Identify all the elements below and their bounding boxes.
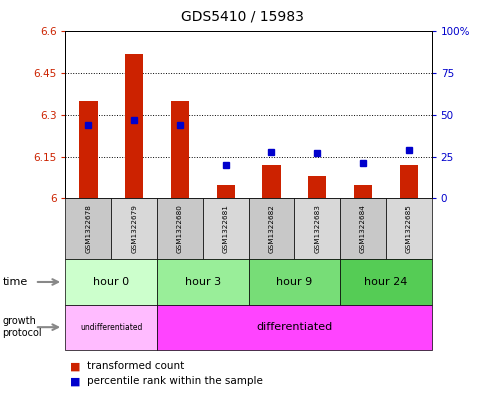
Text: transformed count: transformed count [87, 361, 184, 371]
Bar [353, 185, 371, 198]
Bar [216, 185, 234, 198]
Text: GSM1322683: GSM1322683 [314, 204, 319, 253]
Text: GDS5410 / 15983: GDS5410 / 15983 [181, 10, 303, 24]
Text: ■: ■ [70, 361, 81, 371]
Bar [262, 165, 280, 198]
Text: GSM1322685: GSM1322685 [405, 204, 411, 253]
Text: GSM1322679: GSM1322679 [131, 204, 137, 253]
Bar [307, 176, 326, 198]
Text: time: time [2, 277, 28, 287]
Bar [399, 165, 417, 198]
Text: growth
protocol: growth protocol [2, 316, 42, 338]
Text: hour 9: hour 9 [276, 277, 312, 287]
Bar [170, 101, 189, 198]
Text: GSM1322678: GSM1322678 [85, 204, 91, 253]
Text: undifferentiated: undifferentiated [80, 323, 142, 332]
Text: differentiated: differentiated [256, 322, 332, 332]
Text: ■: ■ [70, 376, 81, 386]
Text: percentile rank within the sample: percentile rank within the sample [87, 376, 263, 386]
Text: hour 0: hour 0 [93, 277, 129, 287]
Text: GSM1322681: GSM1322681 [222, 204, 228, 253]
Text: hour 3: hour 3 [184, 277, 220, 287]
Bar [79, 101, 97, 198]
Text: GSM1322682: GSM1322682 [268, 204, 274, 253]
Text: GSM1322680: GSM1322680 [177, 204, 182, 253]
Text: hour 24: hour 24 [363, 277, 407, 287]
Bar [125, 54, 143, 198]
Text: GSM1322684: GSM1322684 [359, 204, 365, 253]
